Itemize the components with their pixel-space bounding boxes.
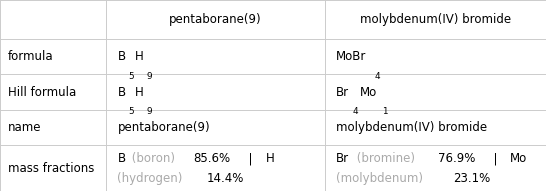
- Text: Mo: Mo: [360, 86, 377, 99]
- Text: 5: 5: [128, 72, 134, 81]
- Text: pentaborane(9): pentaborane(9): [169, 13, 262, 26]
- Text: |: |: [486, 152, 505, 165]
- Text: 76.9%: 76.9%: [437, 152, 475, 165]
- Text: 23.1%: 23.1%: [453, 172, 490, 185]
- Text: Hill formula: Hill formula: [8, 86, 76, 99]
- Text: (boron): (boron): [128, 152, 179, 165]
- Text: pentaborane(9): pentaborane(9): [117, 121, 210, 134]
- Text: B: B: [117, 50, 126, 63]
- Text: 9: 9: [146, 72, 152, 81]
- Text: molybdenum(IV) bromide: molybdenum(IV) bromide: [360, 13, 511, 26]
- Text: formula: formula: [8, 50, 54, 63]
- Text: 4: 4: [375, 72, 381, 81]
- Text: 14.4%: 14.4%: [206, 172, 244, 185]
- Text: 85.6%: 85.6%: [193, 152, 230, 165]
- Text: H: H: [135, 50, 144, 63]
- Text: (bromine): (bromine): [353, 152, 418, 165]
- Text: 5: 5: [128, 107, 134, 116]
- Text: H: H: [266, 152, 275, 165]
- Text: B: B: [117, 152, 126, 165]
- Text: (hydrogen): (hydrogen): [117, 172, 187, 185]
- Text: mass fractions: mass fractions: [8, 162, 94, 175]
- Text: 9: 9: [146, 107, 152, 116]
- Text: MoBr: MoBr: [336, 50, 366, 63]
- Text: Br: Br: [336, 86, 349, 99]
- Text: 1: 1: [382, 107, 388, 116]
- Text: |: |: [241, 152, 260, 165]
- Text: 4: 4: [353, 107, 358, 116]
- Text: (molybdenum): (molybdenum): [336, 172, 426, 185]
- Text: Mo: Mo: [511, 152, 527, 165]
- Text: molybdenum(IV) bromide: molybdenum(IV) bromide: [336, 121, 487, 134]
- Text: Br: Br: [336, 152, 349, 165]
- Text: name: name: [8, 121, 41, 134]
- Text: B: B: [117, 86, 126, 99]
- Text: H: H: [135, 86, 144, 99]
